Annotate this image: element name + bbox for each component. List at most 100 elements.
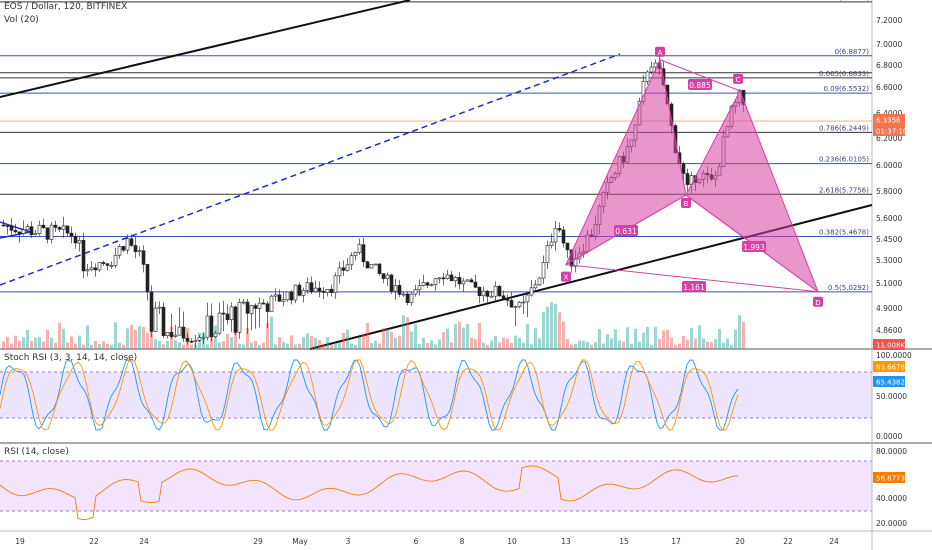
candle-body — [461, 280, 466, 285]
candle-body — [289, 291, 294, 301]
candle-body — [149, 291, 154, 332]
volume-bar — [578, 340, 581, 349]
ratio-badge-2 — [742, 241, 766, 252]
volume-bar — [346, 329, 349, 349]
rsi-label: RSI (14, close) — [4, 447, 69, 457]
volume-bar — [502, 337, 505, 349]
rsi-tick-2: 20.0000 — [876, 519, 907, 528]
candle-body — [501, 295, 506, 299]
candle-body — [565, 242, 570, 251]
candle-body — [537, 277, 542, 286]
candle-body — [413, 289, 418, 295]
ratio-label-2: 1.993 — [743, 243, 765, 252]
volume-bar — [570, 344, 573, 349]
volume-bar — [438, 339, 441, 349]
candle-body — [269, 295, 274, 312]
volume-bar — [354, 344, 357, 349]
candle-body — [533, 284, 538, 289]
candle-body — [109, 265, 114, 267]
candle-body — [85, 269, 90, 272]
candle-body — [481, 290, 486, 297]
volume-bar — [70, 336, 73, 349]
candle-body — [205, 315, 210, 338]
volume-label: Vol (20) — [4, 15, 39, 25]
candle-body — [425, 282, 430, 286]
volume-bar — [26, 330, 29, 349]
volume-bar — [230, 337, 233, 349]
candle-body — [321, 290, 326, 293]
candle-body — [237, 302, 242, 333]
candle-body — [233, 306, 238, 333]
volume-bar — [410, 331, 413, 349]
volume-bar — [658, 338, 661, 349]
volume-bar — [394, 338, 397, 349]
volume-bar — [66, 342, 69, 349]
volume-bar — [490, 340, 493, 349]
volume-bar — [494, 335, 497, 349]
candle-body — [285, 291, 290, 301]
chart-title: EOS / Dollar, 120, BITFINEX — [4, 2, 128, 12]
volume-bar — [542, 311, 545, 349]
time-axis[interactable]: 19 22 24 29 May 3 6 8 10 13 15 17 20 22 24 — [15, 537, 839, 546]
pattern-point-label-B: B — [684, 200, 689, 208]
candle-body — [133, 245, 138, 252]
volume-bar — [314, 337, 317, 349]
volume-bar — [546, 306, 549, 349]
volume-bar — [598, 329, 601, 349]
candle-body — [457, 277, 462, 285]
volume-bar — [162, 344, 165, 349]
rsi-badge: 56.8773 — [876, 475, 905, 483]
volume-bar — [2, 341, 5, 349]
candle-body — [257, 302, 262, 309]
volume-bar — [134, 329, 137, 349]
volume-bar — [590, 344, 593, 349]
candle-body — [421, 282, 426, 286]
candle-body — [117, 246, 122, 256]
candle-body — [93, 267, 98, 271]
volume-bar — [250, 342, 253, 349]
candle-body — [329, 288, 334, 293]
volume-bar — [374, 340, 377, 349]
candle-body — [173, 334, 178, 337]
candle-body — [549, 241, 554, 246]
candle-body — [145, 264, 150, 293]
candle-body — [469, 279, 474, 283]
harmonic-pattern[interactable]: X A B C D 0.885 0.631 1.993 1.161 — [561, 46, 823, 307]
volume-bar — [366, 322, 369, 349]
volume-bar — [606, 334, 609, 349]
volume-bar — [398, 335, 401, 349]
candle-body — [325, 288, 330, 293]
candle-body — [37, 224, 42, 234]
candle-body — [181, 326, 186, 339]
volume-bar — [174, 340, 177, 349]
volume-bar — [14, 335, 17, 349]
volume-bar — [358, 337, 361, 349]
price-axis[interactable]: 7.2000 7.0000 6.8000 6.6000 6.4000 6.2000 6.00… — [876, 16, 912, 528]
candle-body — [121, 246, 126, 251]
candle-body — [169, 332, 174, 337]
candle-body — [353, 252, 358, 256]
candle-body — [517, 302, 522, 307]
candle-body — [489, 295, 494, 298]
candle-body — [649, 66, 654, 73]
volume-bar — [86, 325, 89, 349]
volume-bar — [302, 336, 305, 349]
volume-bar — [602, 343, 605, 349]
candle-body — [405, 293, 410, 303]
candle-body — [349, 255, 354, 266]
volume-bar — [98, 343, 101, 349]
candle-body — [161, 306, 166, 336]
candle-body — [17, 231, 22, 234]
candle-body — [217, 312, 222, 334]
stoch-d-badge-bg — [873, 361, 905, 372]
rsi-tick-1: 40.0000 — [876, 494, 907, 503]
volume-bar — [218, 342, 221, 349]
candle-body — [249, 305, 254, 314]
rsi-path — [0, 465, 739, 520]
candle-body — [309, 282, 314, 293]
volume-bar — [242, 344, 245, 349]
candle-body — [453, 277, 458, 282]
candle-body — [297, 284, 302, 296]
volume-bar — [522, 342, 525, 349]
